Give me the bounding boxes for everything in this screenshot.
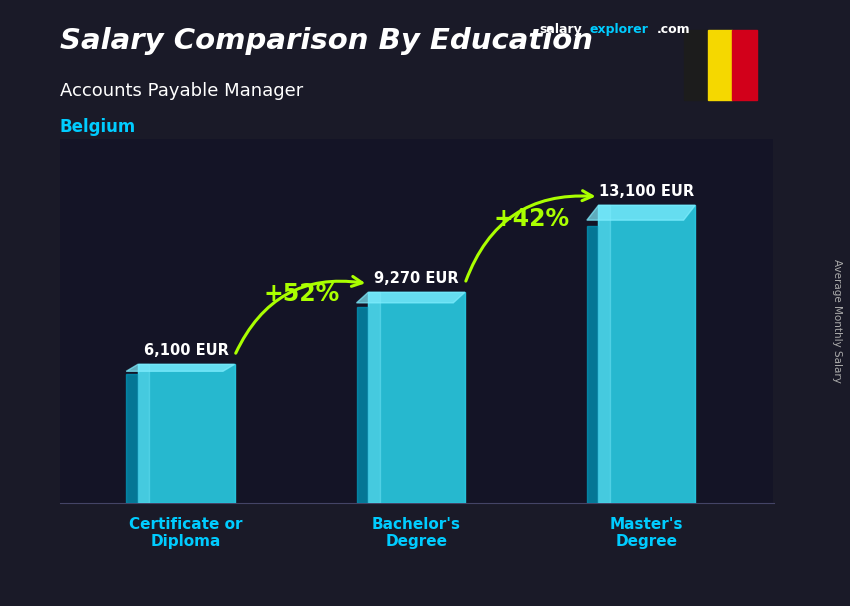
Text: Average Monthly Salary: Average Monthly Salary (832, 259, 842, 383)
Text: 9,270 EUR: 9,270 EUR (374, 271, 459, 286)
Text: Accounts Payable Manager: Accounts Payable Manager (60, 82, 303, 100)
Bar (598, 205, 610, 503)
Text: salary: salary (540, 23, 582, 36)
Bar (126, 374, 138, 503)
Polygon shape (586, 205, 695, 220)
Polygon shape (126, 364, 235, 371)
Bar (138, 364, 235, 503)
Bar (598, 205, 695, 503)
Bar (684, 30, 708, 100)
Text: .com: .com (657, 23, 691, 36)
Bar (356, 307, 368, 503)
Bar (733, 30, 757, 100)
Bar (708, 30, 733, 100)
Text: +52%: +52% (264, 282, 339, 306)
Text: 13,100 EUR: 13,100 EUR (599, 184, 694, 199)
Text: +42%: +42% (494, 207, 570, 231)
Text: 6,100 EUR: 6,100 EUR (144, 343, 229, 358)
Polygon shape (356, 292, 465, 303)
Text: Salary Comparison By Education: Salary Comparison By Education (60, 27, 592, 55)
Bar (368, 292, 465, 503)
Bar (586, 226, 598, 503)
Text: Belgium: Belgium (60, 118, 136, 136)
Text: explorer: explorer (589, 23, 648, 36)
Bar (138, 364, 150, 503)
Bar (368, 292, 380, 503)
